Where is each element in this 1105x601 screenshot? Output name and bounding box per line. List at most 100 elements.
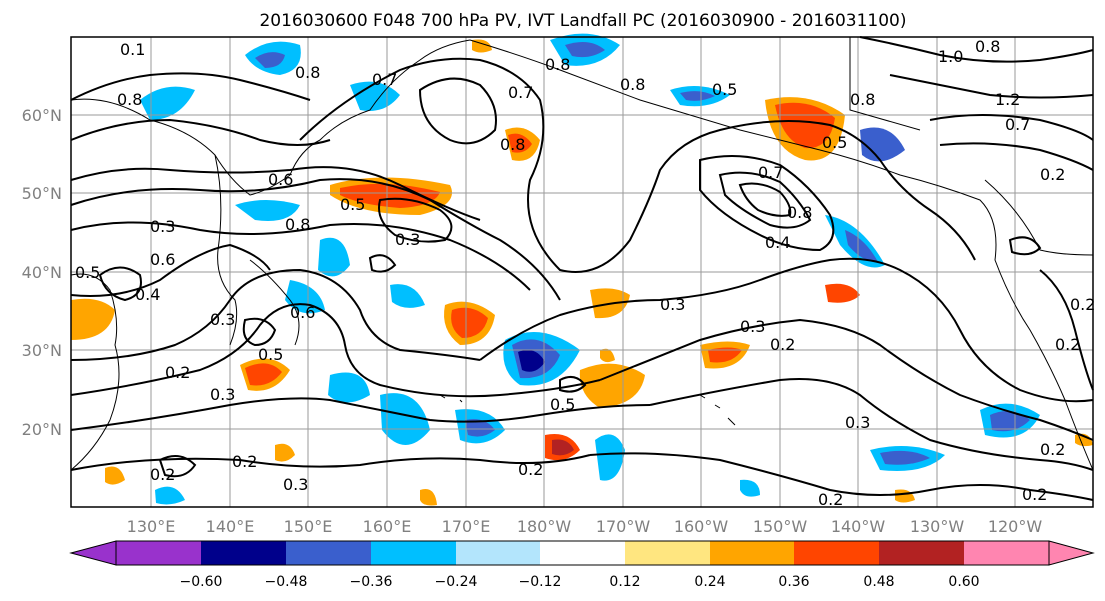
colorbar-tick: −0.36 xyxy=(350,574,393,590)
pos-blob-sm-1 xyxy=(275,443,295,462)
colorbar-segment xyxy=(540,541,625,565)
neg-blob-mid-2 xyxy=(390,284,425,308)
lon-label: 140°E xyxy=(206,517,255,536)
lat-label: 40°N xyxy=(22,263,62,282)
colorbar-tick: −0.48 xyxy=(265,574,308,590)
contour-line xyxy=(889,74,1094,99)
contour-label: 0.7 xyxy=(1005,115,1030,134)
lat-label: 50°N xyxy=(22,184,62,203)
neg-blob-bering-core xyxy=(255,52,285,68)
contour-line xyxy=(299,57,976,273)
colorbar-segment xyxy=(456,541,540,565)
contour-label: 0.6 xyxy=(290,303,315,322)
colorbar-tick: −0.24 xyxy=(435,574,478,590)
pos-blob-south-c-core xyxy=(552,439,574,456)
contour-label: 0.8 xyxy=(787,203,812,222)
colorbar-tick: 0.48 xyxy=(863,574,894,590)
contour-line xyxy=(158,455,197,478)
map-panel: 0.1 0.8 0.8 0.7 0.7 0.8 0.8 0.5 0.8 1.0 … xyxy=(70,33,1095,509)
colorbar-segment xyxy=(625,541,710,565)
contour-label: 0.7 xyxy=(372,70,397,89)
contour-line xyxy=(699,155,835,252)
negative-anomalies xyxy=(140,33,1040,505)
contour-label: 0.3 xyxy=(740,317,765,336)
contour-label: 0.6 xyxy=(150,250,175,269)
colorbar-tick: 0.36 xyxy=(778,574,809,590)
contour-label: 0.2 xyxy=(150,465,175,484)
pos-blob-gulf-alaska-core xyxy=(775,102,835,149)
contour-label: 0.7 xyxy=(758,163,783,182)
colorbar-segment xyxy=(710,541,794,565)
colorbar-segment xyxy=(116,541,201,565)
coastlines xyxy=(70,37,1094,471)
neg-blob-aleut-n-core xyxy=(565,41,605,58)
pv-contours xyxy=(70,36,1094,501)
neg-blob-sw-1 xyxy=(328,372,370,403)
pos-blob-central-s xyxy=(579,363,645,408)
contour-label: 0.5 xyxy=(550,395,575,414)
contour-line xyxy=(242,317,277,347)
pos-blob-china xyxy=(71,298,115,340)
contour-label: 0.3 xyxy=(150,217,175,236)
lon-label: 150°W xyxy=(753,517,808,536)
colorbar-tick: −0.60 xyxy=(180,574,223,590)
colorbar: −0.60 −0.48 −0.36 −0.24 −0.12 0.12 0.24 … xyxy=(69,540,1095,590)
lon-label: 170°W xyxy=(596,517,651,536)
contour-line xyxy=(98,266,142,302)
lon-label: 170°E xyxy=(442,517,491,536)
graticule xyxy=(71,37,1093,507)
contour-label: 0.3 xyxy=(210,385,235,404)
neg-blob-ne-pac-core xyxy=(680,91,715,101)
pos-blob-hawaii-n-core xyxy=(708,347,742,363)
contour-label: 0.1 xyxy=(120,40,145,59)
colorbar-segment xyxy=(286,541,371,565)
contour-label: 1.0 xyxy=(938,47,963,66)
contour-label: 0.8 xyxy=(117,90,142,109)
pos-blob-sm-3 xyxy=(420,489,437,506)
contour-label: 0.8 xyxy=(500,135,525,154)
contour-line xyxy=(479,257,1094,403)
contour-line xyxy=(70,72,311,101)
colorbar-tick: 0.60 xyxy=(948,574,979,590)
lon-label: 160°E xyxy=(363,517,412,536)
contour-label: 0.3 xyxy=(660,295,685,314)
neg-blob-south-2 xyxy=(155,486,185,505)
contour-line xyxy=(70,397,651,431)
contour-labels: 0.1 0.8 0.8 0.7 0.7 0.8 0.8 0.5 0.8 1.0 … xyxy=(75,37,1095,509)
contour-label: 0.3 xyxy=(210,310,235,329)
lon-label: 130°W xyxy=(910,517,965,536)
contour-label: 0.2 xyxy=(1040,165,1065,184)
colorbar-frame xyxy=(115,540,1050,566)
contour-label: 0.7 xyxy=(508,83,533,102)
contour-line xyxy=(418,77,497,145)
colorbar-tick: 0.24 xyxy=(694,574,725,590)
contour-label: 0.5 xyxy=(340,195,365,214)
contour-label: 0.3 xyxy=(845,413,870,432)
neg-blob-kamchatka xyxy=(140,86,195,120)
contour-line xyxy=(599,318,1094,441)
contour-line xyxy=(1008,236,1042,256)
contour-line xyxy=(70,303,601,398)
lat-label: 60°N xyxy=(22,106,62,125)
neg-blob-sea-japan xyxy=(318,237,350,277)
lon-label: 150°E xyxy=(284,517,333,536)
colorbar-segments xyxy=(116,541,1049,565)
contour-label: 0.6 xyxy=(268,170,293,189)
contour-label: 0.3 xyxy=(283,475,308,494)
neg-blob-bc-core xyxy=(845,230,878,262)
contour-label: 0.5 xyxy=(75,263,100,282)
contour-label: 0.8 xyxy=(975,37,1000,56)
contour-label: 0.8 xyxy=(620,75,645,94)
contour-label: 1.2 xyxy=(995,90,1020,109)
neg-blob-japan xyxy=(235,200,300,221)
neg-blob-baja-core xyxy=(990,411,1030,432)
neg-blob-dateline-core xyxy=(518,349,545,372)
contour-label: 0.2 xyxy=(232,452,257,471)
contour-label: 0.8 xyxy=(545,55,570,74)
pos-blob-okhotsk-s-core xyxy=(508,133,532,153)
contour-label: 0.4 xyxy=(135,285,160,304)
contour-label: 0.2 xyxy=(818,490,843,509)
contour-label: 0.8 xyxy=(285,215,310,234)
contour-label: 0.5 xyxy=(712,80,737,99)
pos-blob-sm-2 xyxy=(105,466,125,485)
